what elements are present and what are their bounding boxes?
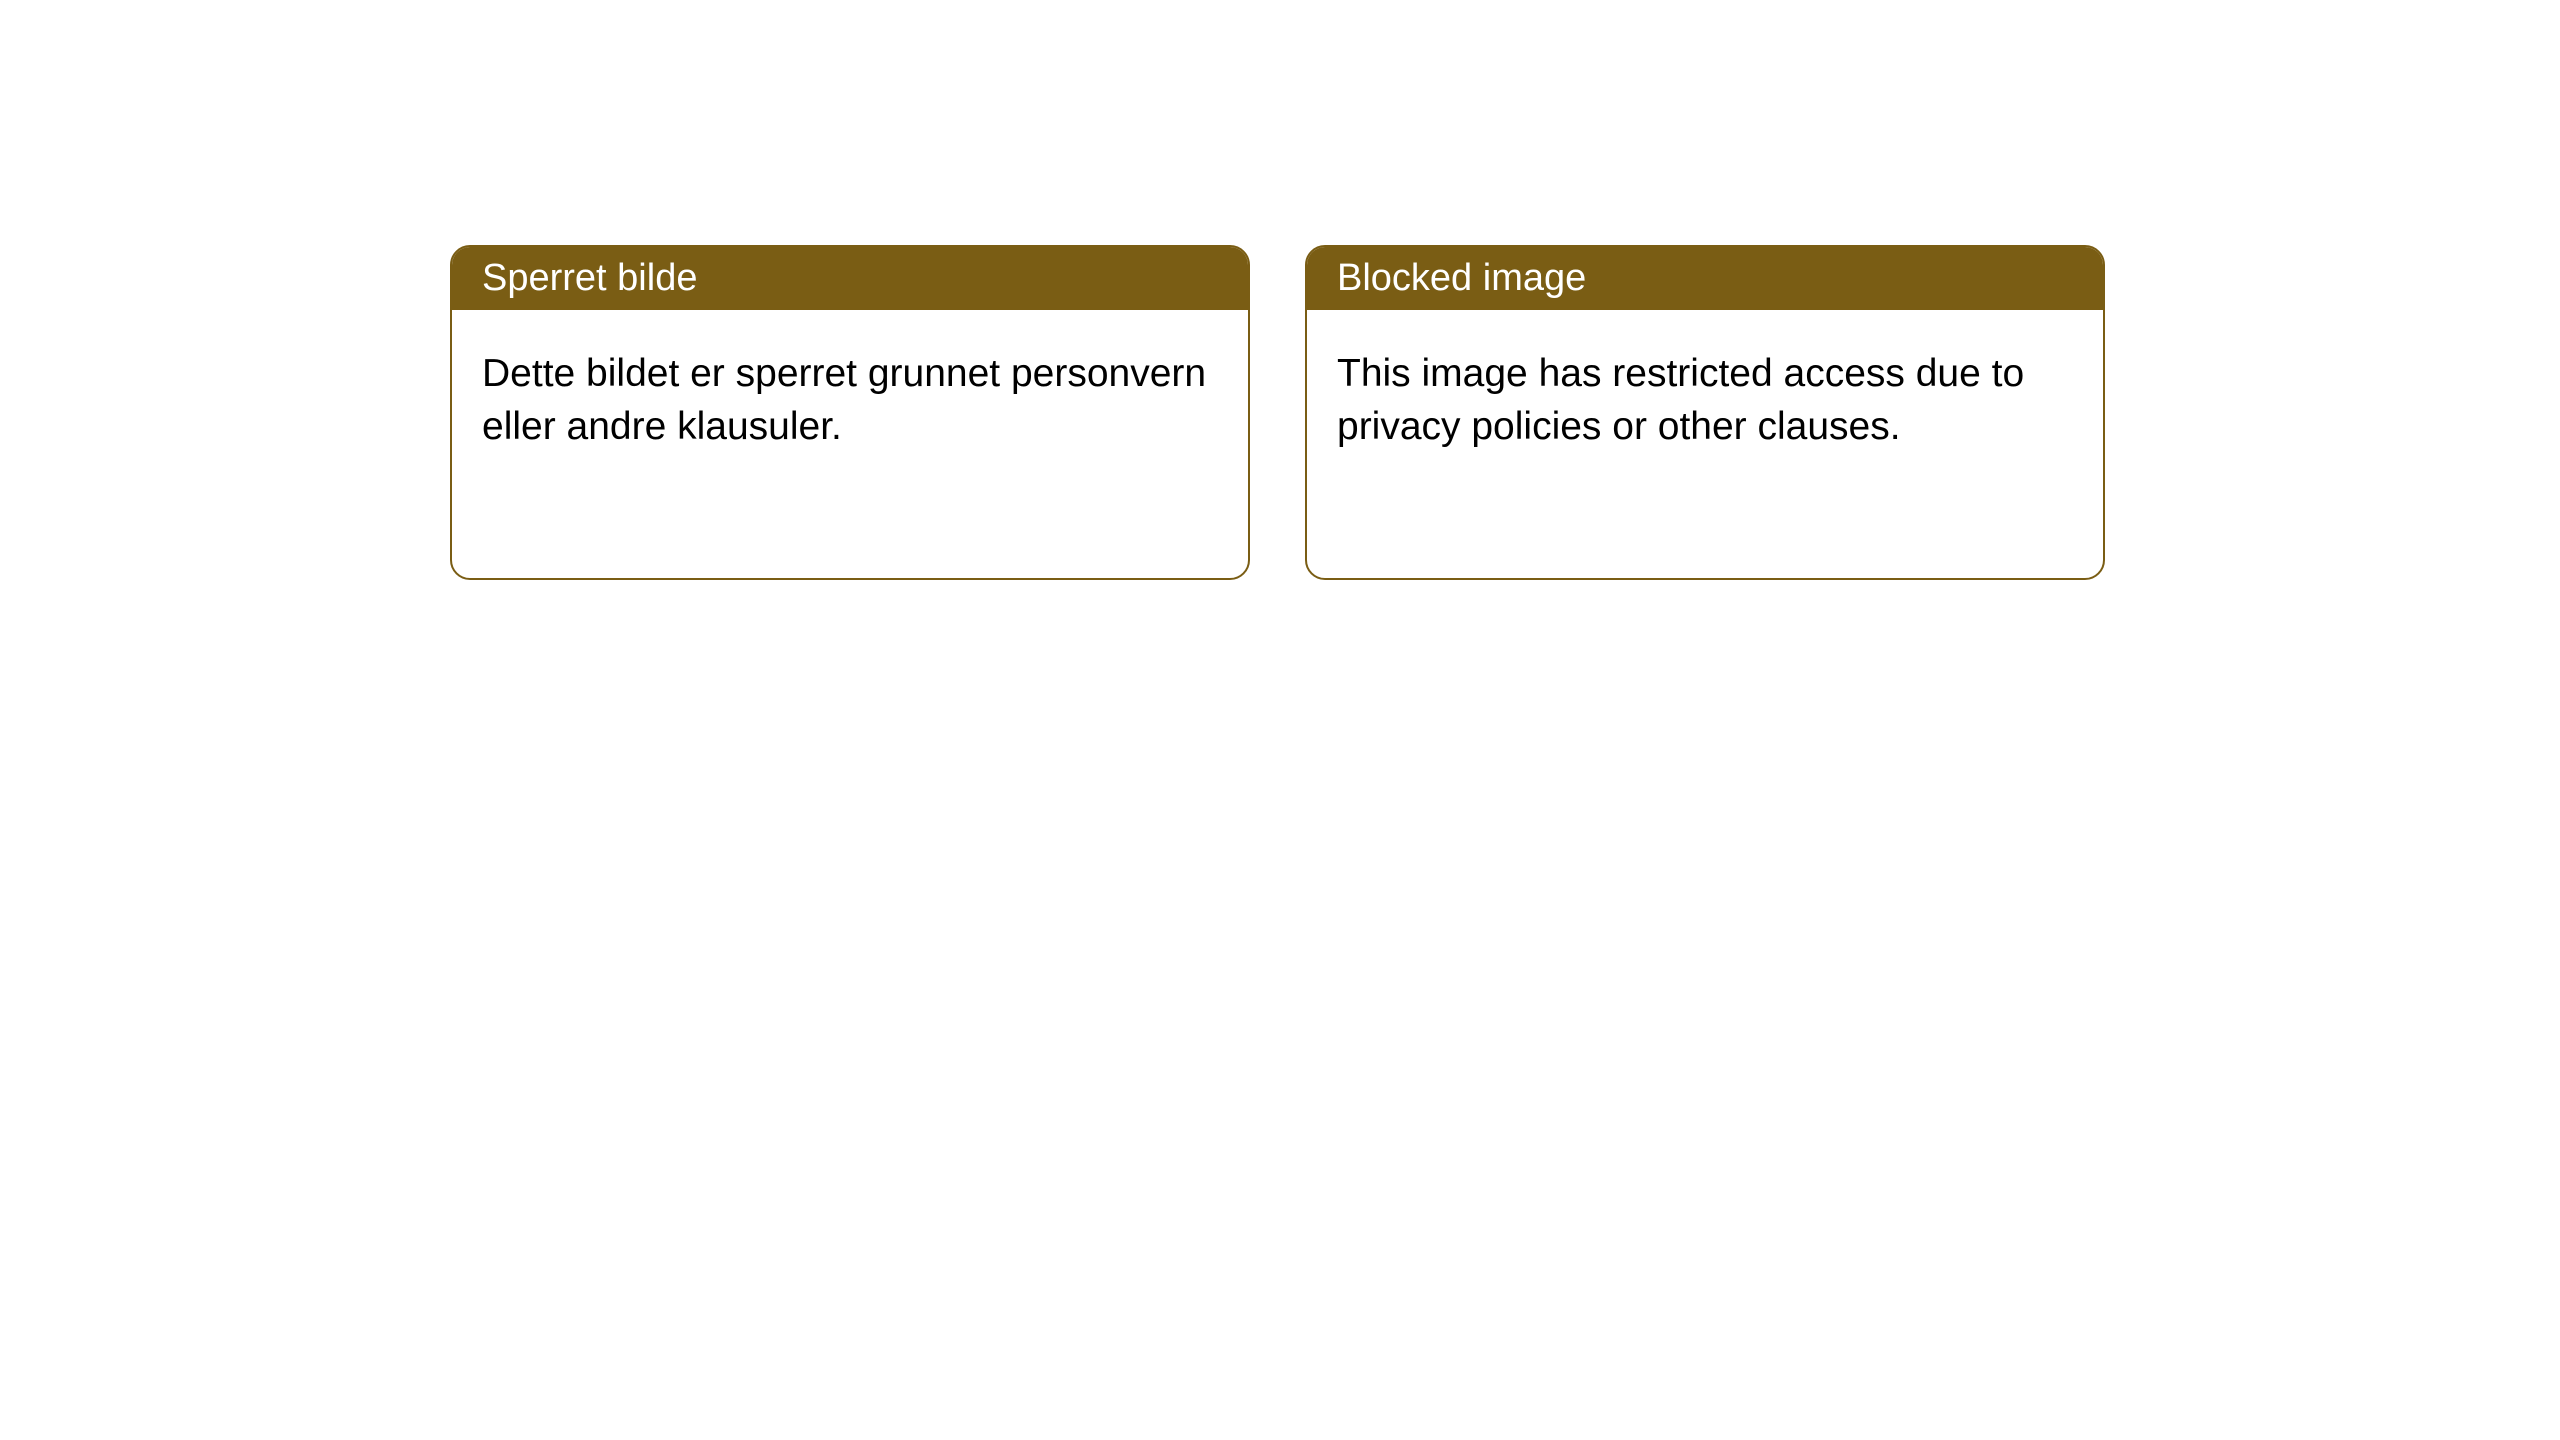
card-text-norwegian: Dette bildet er sperret grunnet personve…: [482, 352, 1206, 448]
card-title-norwegian: Sperret bilde: [482, 257, 697, 300]
card-header-norwegian: Sperret bilde: [452, 247, 1248, 310]
card-english: Blocked image This image has restricted …: [1305, 245, 2105, 580]
card-text-english: This image has restricted access due to …: [1337, 352, 2024, 448]
card-body-english: This image has restricted access due to …: [1307, 310, 2103, 491]
card-body-norwegian: Dette bildet er sperret grunnet personve…: [452, 310, 1248, 491]
cards-container: Sperret bilde Dette bildet er sperret gr…: [450, 245, 2105, 580]
card-header-english: Blocked image: [1307, 247, 2103, 310]
card-norwegian: Sperret bilde Dette bildet er sperret gr…: [450, 245, 1250, 580]
card-title-english: Blocked image: [1337, 257, 1586, 300]
